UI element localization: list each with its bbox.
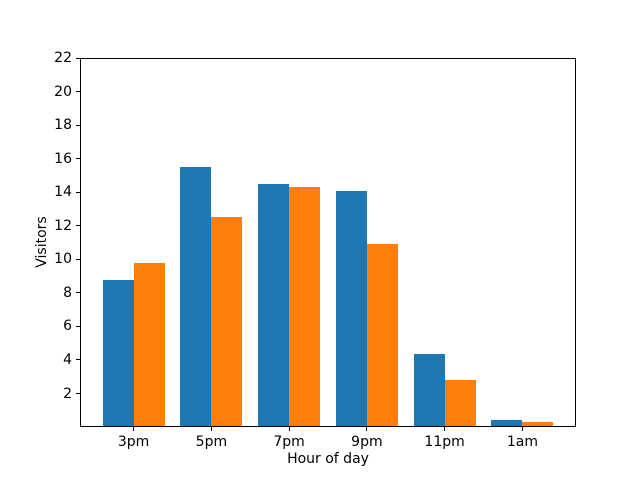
- x-axis-label: Hour of day: [287, 451, 369, 467]
- y-tick-mark-16: [76, 158, 80, 160]
- y-tick-label-10: 10: [54, 251, 72, 268]
- y-tick-label-18: 18: [54, 117, 72, 134]
- x-tick-mark-3pm: [133, 427, 135, 431]
- bar-orange-series-7pm: [289, 187, 321, 427]
- y-tick-label-2: 2: [63, 385, 72, 402]
- bar-blue-series-7pm: [258, 183, 290, 427]
- bar-orange-series-3pm: [133, 262, 165, 427]
- bar-orange-series-5pm: [211, 217, 243, 427]
- bar-orange-series-9pm: [366, 244, 398, 427]
- y-tick-label-4: 4: [63, 351, 72, 368]
- x-tick-label-5pm: 5pm: [195, 434, 228, 450]
- bar-blue-series-9pm: [335, 190, 367, 427]
- y-tick-mark-8: [76, 292, 80, 294]
- y-tick-mark-2: [76, 393, 80, 394]
- y-tick-label-16: 16: [54, 150, 72, 167]
- bar-blue-series-11pm: [413, 354, 445, 427]
- y-tick-label-6: 6: [63, 318, 72, 335]
- y-tick-label-20: 20: [54, 83, 72, 100]
- x-tick-mark-1am: [521, 427, 523, 431]
- bar-blue-series-3pm: [102, 280, 134, 427]
- x-tick-label-1am: 1am: [506, 434, 538, 450]
- x-tick-mark-5pm: [210, 427, 212, 431]
- y-tick-label-8: 8: [63, 284, 72, 301]
- x-tick-label-9pm: 9pm: [351, 434, 383, 450]
- y-tick-mark-10: [76, 258, 80, 260]
- x-tick-label-3pm: 3pm: [117, 434, 150, 450]
- x-tick-mark-11pm: [444, 427, 446, 431]
- x-tick-label-11pm: 11pm: [424, 434, 465, 450]
- bar-blue-series-5pm: [180, 167, 212, 427]
- bar-blue-series-1am: [491, 420, 523, 427]
- y-tick-mark-22: [76, 57, 80, 59]
- y-tick-mark-20: [76, 91, 80, 92]
- y-tick-mark-12: [76, 225, 80, 227]
- y-tick-mark-6: [76, 325, 80, 327]
- y-tick-label-14: 14: [54, 184, 72, 201]
- x-tick-mark-9pm: [366, 427, 368, 431]
- y-tick-mark-18: [76, 124, 80, 126]
- y-tick-label-12: 12: [54, 217, 72, 234]
- x-tick-mark-7pm: [288, 427, 290, 431]
- bar-orange-series-11pm: [444, 380, 476, 427]
- x-tick-label-7pm: 7pm: [273, 434, 305, 450]
- y-tick-mark-4: [76, 359, 80, 361]
- bar-orange-series-1am: [522, 422, 554, 427]
- y-tick-mark-14: [76, 191, 80, 193]
- y-tick-label-22: 22: [54, 50, 72, 66]
